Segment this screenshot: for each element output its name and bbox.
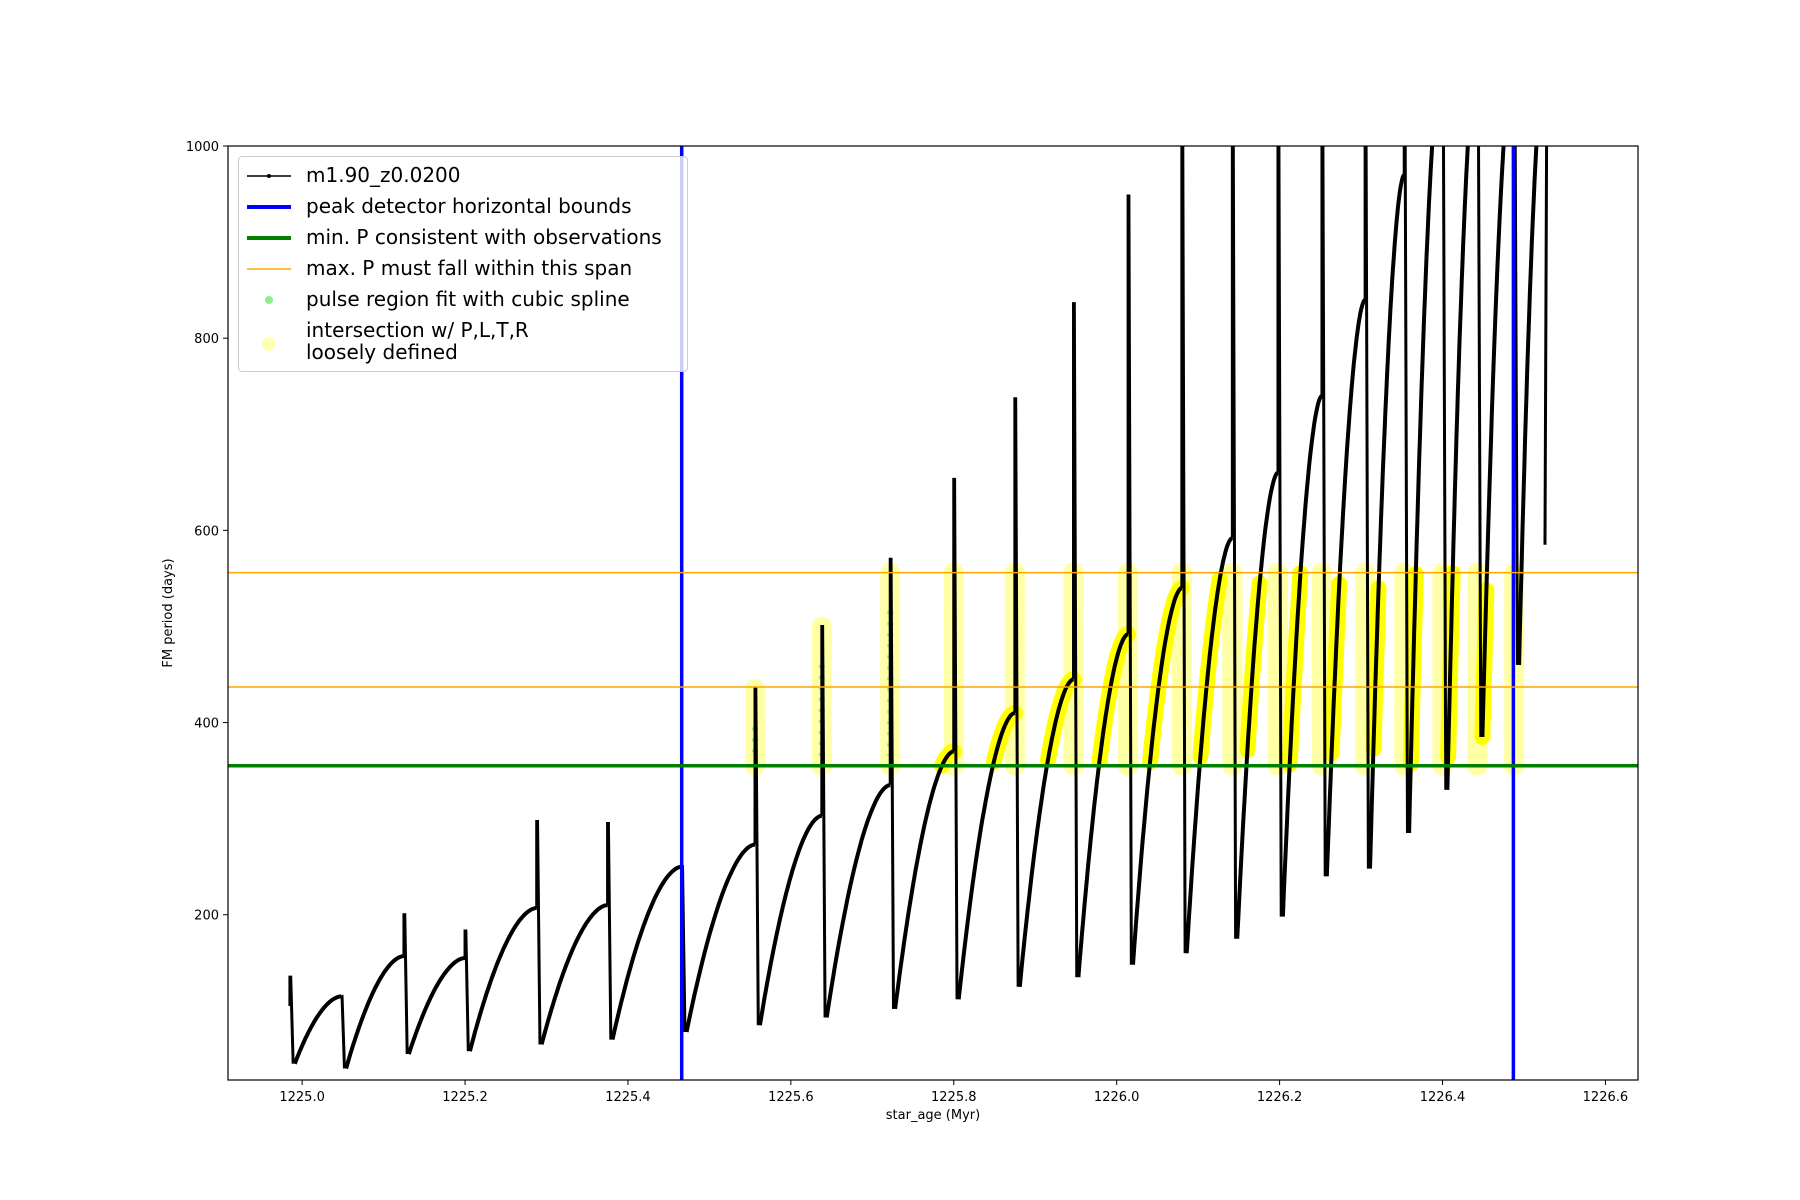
series-pulse-spike <box>1180 146 1187 954</box>
series-rise <box>1184 536 1234 954</box>
series-rise <box>893 749 955 1010</box>
series-pulse-spike <box>1276 146 1283 917</box>
series-pulse-spike <box>952 477 959 1000</box>
series-rise <box>1480 146 1506 738</box>
legend-label: peak detector horizontal bounds <box>306 194 632 218</box>
series-pulse-spike <box>1363 146 1370 869</box>
y-tick-label: 600 <box>194 524 219 539</box>
x-tick-label: 1225.8 <box>931 1090 977 1105</box>
series-pulse-spike <box>1072 302 1079 978</box>
series-rise <box>1407 146 1435 834</box>
x-tick-label: 1225.0 <box>279 1090 325 1105</box>
series-pulse-spike <box>402 913 409 1055</box>
series-rise <box>1131 586 1183 965</box>
series-pulse-spike <box>1013 397 1020 987</box>
intersection-markers <box>745 562 1525 776</box>
x-tick-label: 1226.0 <box>1094 1090 1140 1105</box>
series-rise <box>1368 173 1406 869</box>
series-rise <box>344 954 405 1070</box>
legend-entry-max-p: max. P must fall within this span <box>239 256 687 282</box>
series-pulse-spike <box>1402 146 1409 834</box>
series-rise <box>1235 470 1279 939</box>
x-tick-label: 1225.4 <box>605 1090 651 1105</box>
series-pulse-spike <box>1543 146 1549 545</box>
y-tick-label: 800 <box>194 332 219 347</box>
y-tick-label: 400 <box>194 717 219 732</box>
legend: m1.90_z0.0200 peak detector horizontal b… <box>238 156 688 372</box>
legend-label: loosely defined <box>306 340 458 364</box>
x-tick-label: 1226.6 <box>1583 1090 1629 1105</box>
series-pulse-spike <box>1513 146 1519 665</box>
series-rise <box>757 813 823 1026</box>
series-rise <box>610 864 682 1041</box>
series-rise <box>467 906 537 1052</box>
series-pulse-spike <box>888 557 895 1009</box>
series-pulse-spike <box>1477 146 1483 737</box>
legend-entry-bounds: peak detector horizontal bounds <box>239 194 687 220</box>
legend-label: intersection w/ P,L,T,R <box>306 318 529 342</box>
legend-entry-series: m1.90_z0.0200 <box>239 163 687 189</box>
series-pulse-spike <box>340 994 346 1069</box>
series-pulse-spike <box>1126 194 1133 965</box>
series-rise <box>1324 298 1367 877</box>
series-rise <box>292 994 342 1065</box>
series-pulse-spike <box>288 975 295 1064</box>
legend-entry-spline: pulse region fit with cubic spline <box>239 287 687 313</box>
series-rise <box>956 710 1016 1000</box>
x-axis-label: star_age (Myr) <box>886 1108 980 1123</box>
series-pulse-spike <box>606 821 613 1040</box>
y-tick-label: 200 <box>194 909 219 924</box>
legend-entry-min-p: min. P consistent with observations <box>239 225 687 251</box>
legend-label: pulse region fit with cubic spline <box>306 287 630 311</box>
x-tick-label: 1225.6 <box>768 1090 814 1105</box>
series-rise <box>406 956 466 1055</box>
legend-label: m1.90_z0.0200 <box>306 163 461 187</box>
series-rise <box>1445 146 1470 790</box>
legend-label: min. P consistent with observations <box>306 225 662 249</box>
series-segments <box>288 146 1549 1070</box>
series-rise <box>539 903 608 1045</box>
series-pulse-spike <box>820 624 827 1018</box>
series-pulse-spike <box>1441 146 1448 790</box>
plot-frame <box>227 145 1639 1081</box>
y-tick-label: 1000 <box>186 140 219 155</box>
series-rise <box>1517 146 1539 665</box>
series-rise <box>1280 394 1324 917</box>
series-pulse-spike <box>1320 146 1327 877</box>
x-tick-label: 1226.4 <box>1420 1090 1466 1105</box>
series-rise <box>1017 677 1075 987</box>
legend-entry-intersection: intersection w/ P,L,T,R loosely defined <box>239 318 687 366</box>
series-rise <box>684 842 756 1033</box>
y-axis-label: FM period (days) <box>161 558 176 667</box>
legend-label: max. P must fall within this span <box>306 256 633 280</box>
series-pulse-spike <box>463 929 470 1052</box>
series-rise <box>1076 632 1129 978</box>
series-rise <box>824 783 891 1018</box>
x-tick-label: 1226.2 <box>1257 1090 1303 1105</box>
series-pulse-spike <box>535 820 542 1045</box>
series-pulse-spike <box>1230 146 1238 939</box>
x-tick-label: 1225.2 <box>442 1090 488 1105</box>
